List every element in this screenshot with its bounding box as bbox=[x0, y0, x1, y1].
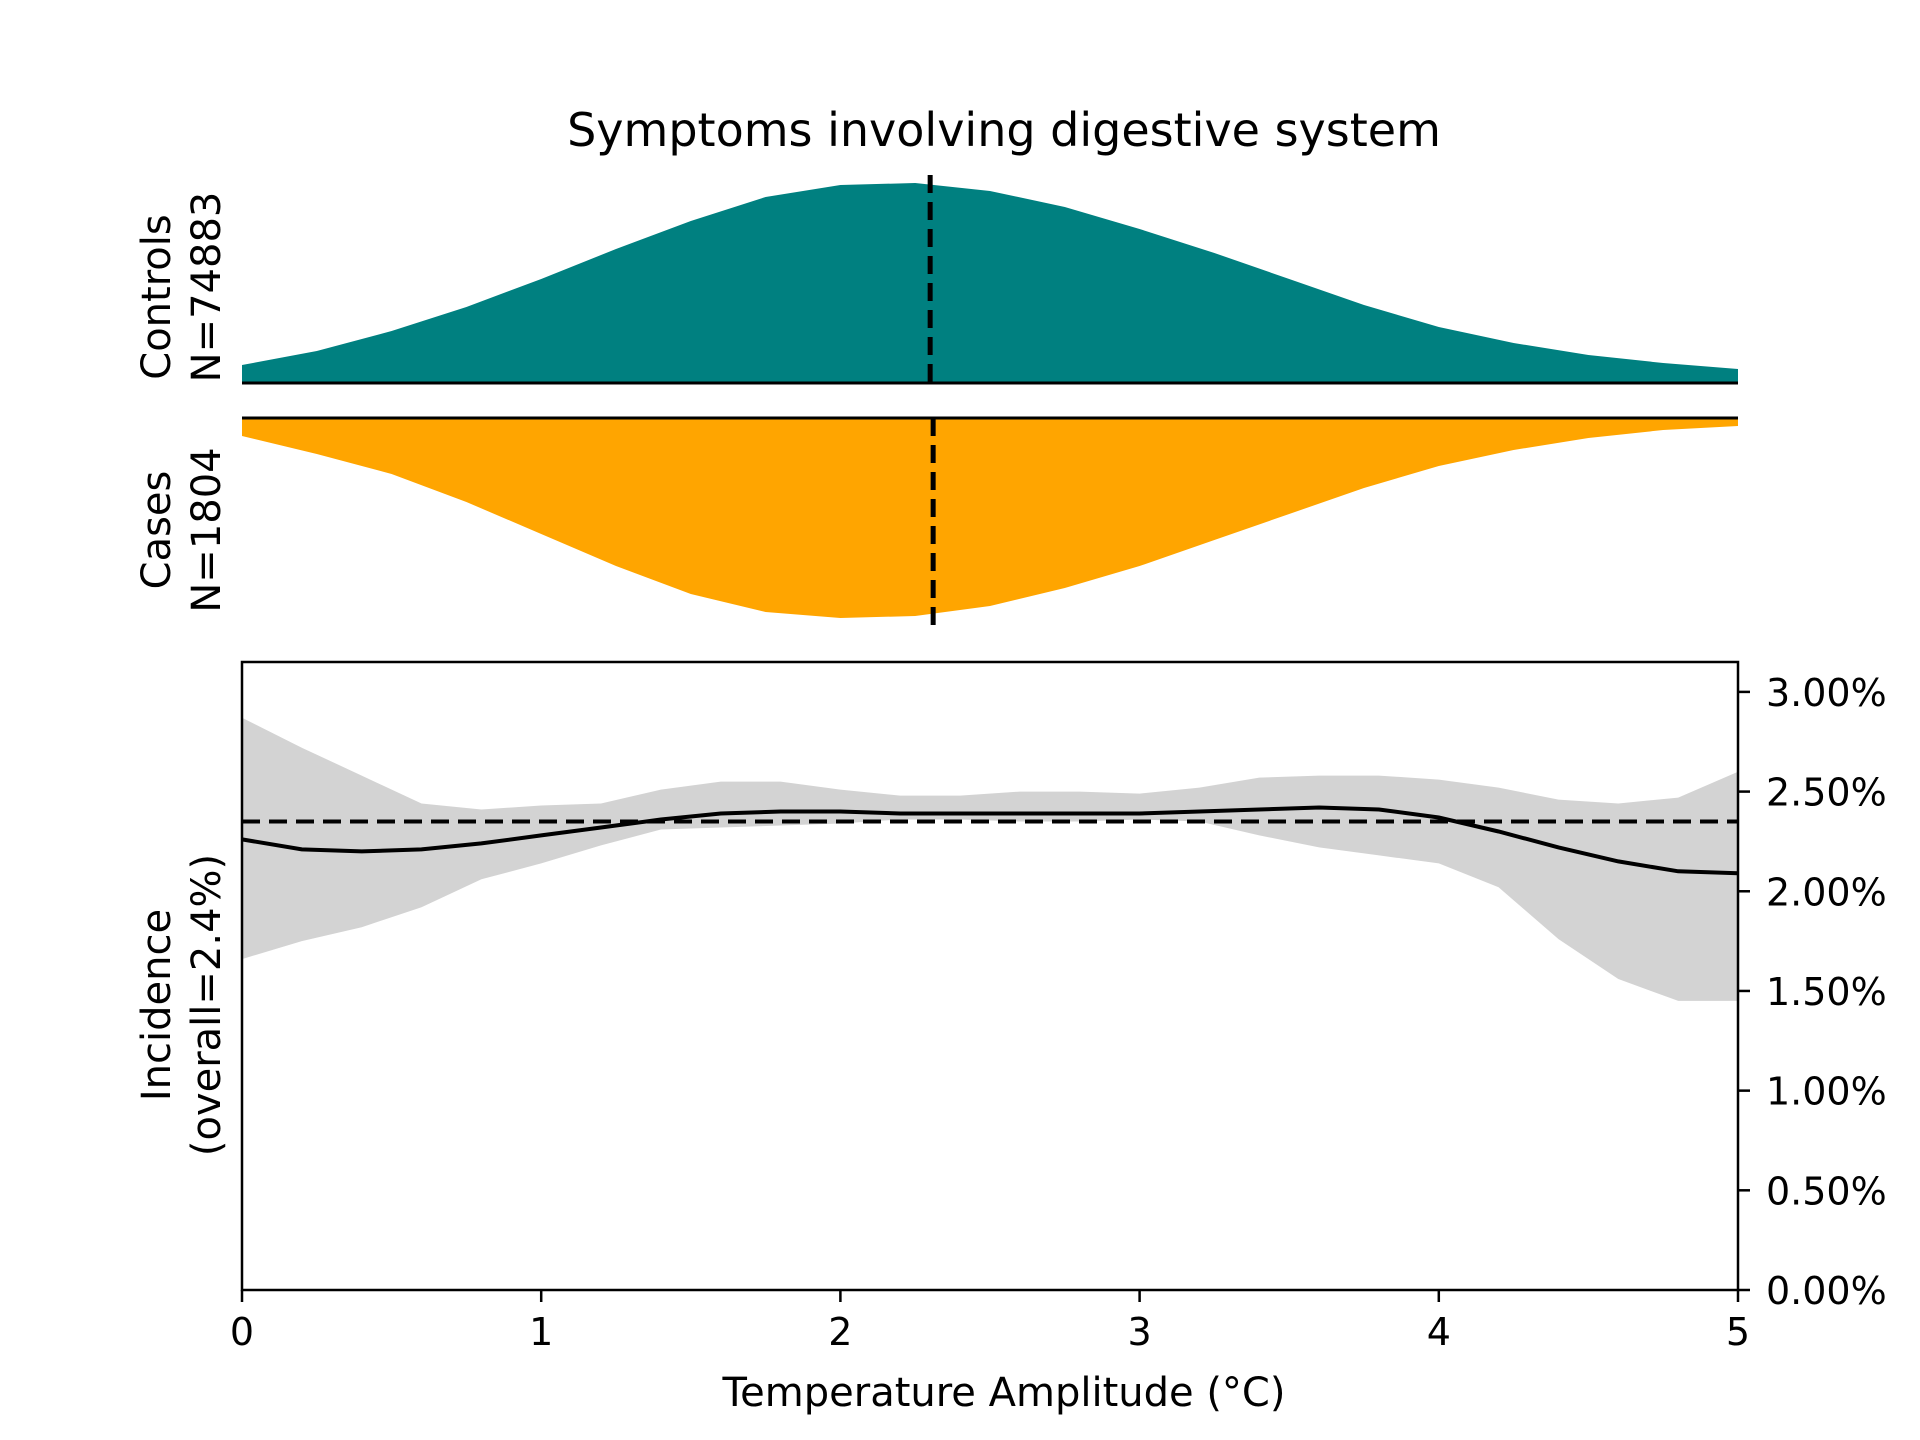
y-tick-label: 0.50% bbox=[1766, 1169, 1887, 1213]
x-tick-label: 5 bbox=[1726, 1310, 1750, 1354]
incidence-ylabel-overall: (overall=2.4%) bbox=[184, 854, 230, 1156]
y-tick-label: 1.00% bbox=[1766, 1070, 1887, 1114]
controls-count-label: N=74883 bbox=[184, 192, 230, 383]
incidence-ylabel: Incidence bbox=[134, 909, 180, 1101]
cases-label: Cases bbox=[134, 471, 180, 590]
y-tick-label: 2.00% bbox=[1766, 870, 1887, 914]
x-axis: 0 1 2 3 4 5 bbox=[230, 1290, 1750, 1354]
x-tick-label: 2 bbox=[828, 1310, 852, 1354]
controls-label: Controls bbox=[134, 214, 180, 379]
cases-panel: Cases N=1804 bbox=[134, 416, 1738, 626]
x-tick-label: 4 bbox=[1427, 1310, 1451, 1354]
chart-title: Symptoms involving digestive system bbox=[567, 103, 1441, 157]
incidence-plot-frame bbox=[240, 660, 1740, 1292]
incidence-mean-line bbox=[241, 805, 1739, 876]
y-tick-label: 0.00% bbox=[1766, 1269, 1887, 1313]
incidence-confidence-band bbox=[242, 717, 1738, 1001]
incidence-panel: 0 1 2 3 4 5 0.00% 0.50% 1.00% 1.50% 2.00% 2.50% 3.0… bbox=[134, 660, 1887, 1416]
controls-density-area bbox=[242, 183, 1738, 383]
y-tick-label: 3.00% bbox=[1766, 671, 1887, 715]
controls-panel: Controls N=74883 bbox=[134, 175, 1738, 385]
x-tick-label: 0 bbox=[230, 1310, 254, 1354]
x-tick-label: 3 bbox=[1128, 1310, 1152, 1354]
y-axis-right: 0.00% 0.50% 1.00% 1.50% 2.00% 2.50% 3.00% bbox=[1738, 671, 1887, 1313]
cases-count-label: N=1804 bbox=[184, 447, 230, 612]
x-axis-label: Temperature Amplitude (°C) bbox=[722, 1370, 1286, 1416]
y-tick-label: 2.50% bbox=[1766, 771, 1887, 815]
x-tick-label: 1 bbox=[529, 1310, 553, 1354]
y-tick-label: 1.50% bbox=[1766, 970, 1887, 1014]
cases-density-area bbox=[242, 418, 1738, 618]
